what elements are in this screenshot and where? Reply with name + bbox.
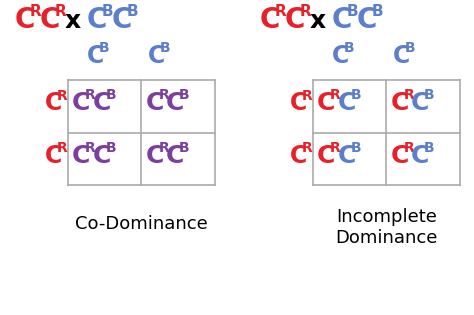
- Text: B: B: [351, 88, 361, 102]
- Text: C: C: [391, 144, 409, 168]
- Text: R: R: [55, 3, 66, 19]
- Text: C: C: [72, 144, 91, 168]
- Text: C: C: [146, 91, 164, 115]
- Text: B: B: [101, 3, 113, 19]
- Text: R: R: [85, 140, 96, 155]
- Text: C: C: [146, 144, 164, 168]
- Text: R: R: [85, 88, 96, 102]
- Text: C: C: [285, 6, 305, 34]
- Text: B: B: [424, 88, 435, 102]
- Text: R: R: [57, 141, 68, 155]
- Text: B: B: [179, 88, 190, 102]
- Text: C: C: [337, 144, 356, 168]
- Text: x: x: [65, 9, 81, 33]
- Text: C: C: [93, 144, 111, 168]
- Text: Incomplete
Dominance: Incomplete Dominance: [335, 208, 438, 247]
- Text: B: B: [160, 42, 171, 55]
- Text: C: C: [166, 91, 184, 115]
- Text: B: B: [344, 42, 355, 55]
- Text: B: B: [106, 88, 116, 102]
- Text: R: R: [274, 3, 286, 19]
- Text: B: B: [99, 42, 110, 55]
- Text: B: B: [346, 3, 358, 19]
- Text: B: B: [372, 3, 383, 19]
- Text: C: C: [166, 144, 184, 168]
- Text: R: R: [158, 88, 169, 102]
- Text: C: C: [72, 91, 91, 115]
- Text: C: C: [148, 44, 165, 68]
- Text: C: C: [87, 6, 108, 34]
- Text: C: C: [112, 6, 132, 34]
- Text: C: C: [332, 44, 349, 68]
- Text: C: C: [15, 6, 36, 34]
- Text: R: R: [330, 88, 341, 102]
- Text: x: x: [310, 9, 326, 33]
- Text: C: C: [290, 91, 307, 115]
- Text: R: R: [403, 88, 414, 102]
- Text: R: R: [300, 3, 311, 19]
- Text: B: B: [106, 140, 116, 155]
- Text: R: R: [57, 89, 68, 103]
- Text: C: C: [317, 144, 336, 168]
- Text: C: C: [391, 91, 409, 115]
- Text: C: C: [317, 91, 336, 115]
- Text: C: C: [87, 44, 104, 68]
- Text: C: C: [337, 91, 356, 115]
- Text: R: R: [330, 140, 341, 155]
- Text: R: R: [158, 140, 169, 155]
- Text: C: C: [411, 91, 429, 115]
- Text: C: C: [357, 6, 377, 34]
- Text: R: R: [302, 89, 313, 103]
- Text: C: C: [40, 6, 60, 34]
- Text: C: C: [411, 144, 429, 168]
- Text: C: C: [290, 144, 307, 168]
- Text: B: B: [351, 140, 361, 155]
- Text: B: B: [127, 3, 138, 19]
- Text: Co-Dominance: Co-Dominance: [75, 215, 208, 233]
- Text: B: B: [179, 140, 190, 155]
- Text: B: B: [405, 42, 416, 55]
- Text: R: R: [29, 3, 41, 19]
- Text: C: C: [45, 91, 62, 115]
- Text: B: B: [424, 140, 435, 155]
- Text: R: R: [403, 140, 414, 155]
- Text: R: R: [302, 141, 313, 155]
- Text: C: C: [93, 91, 111, 115]
- Text: C: C: [332, 6, 352, 34]
- Text: C: C: [260, 6, 281, 34]
- Text: C: C: [45, 144, 62, 168]
- Text: C: C: [393, 44, 410, 68]
